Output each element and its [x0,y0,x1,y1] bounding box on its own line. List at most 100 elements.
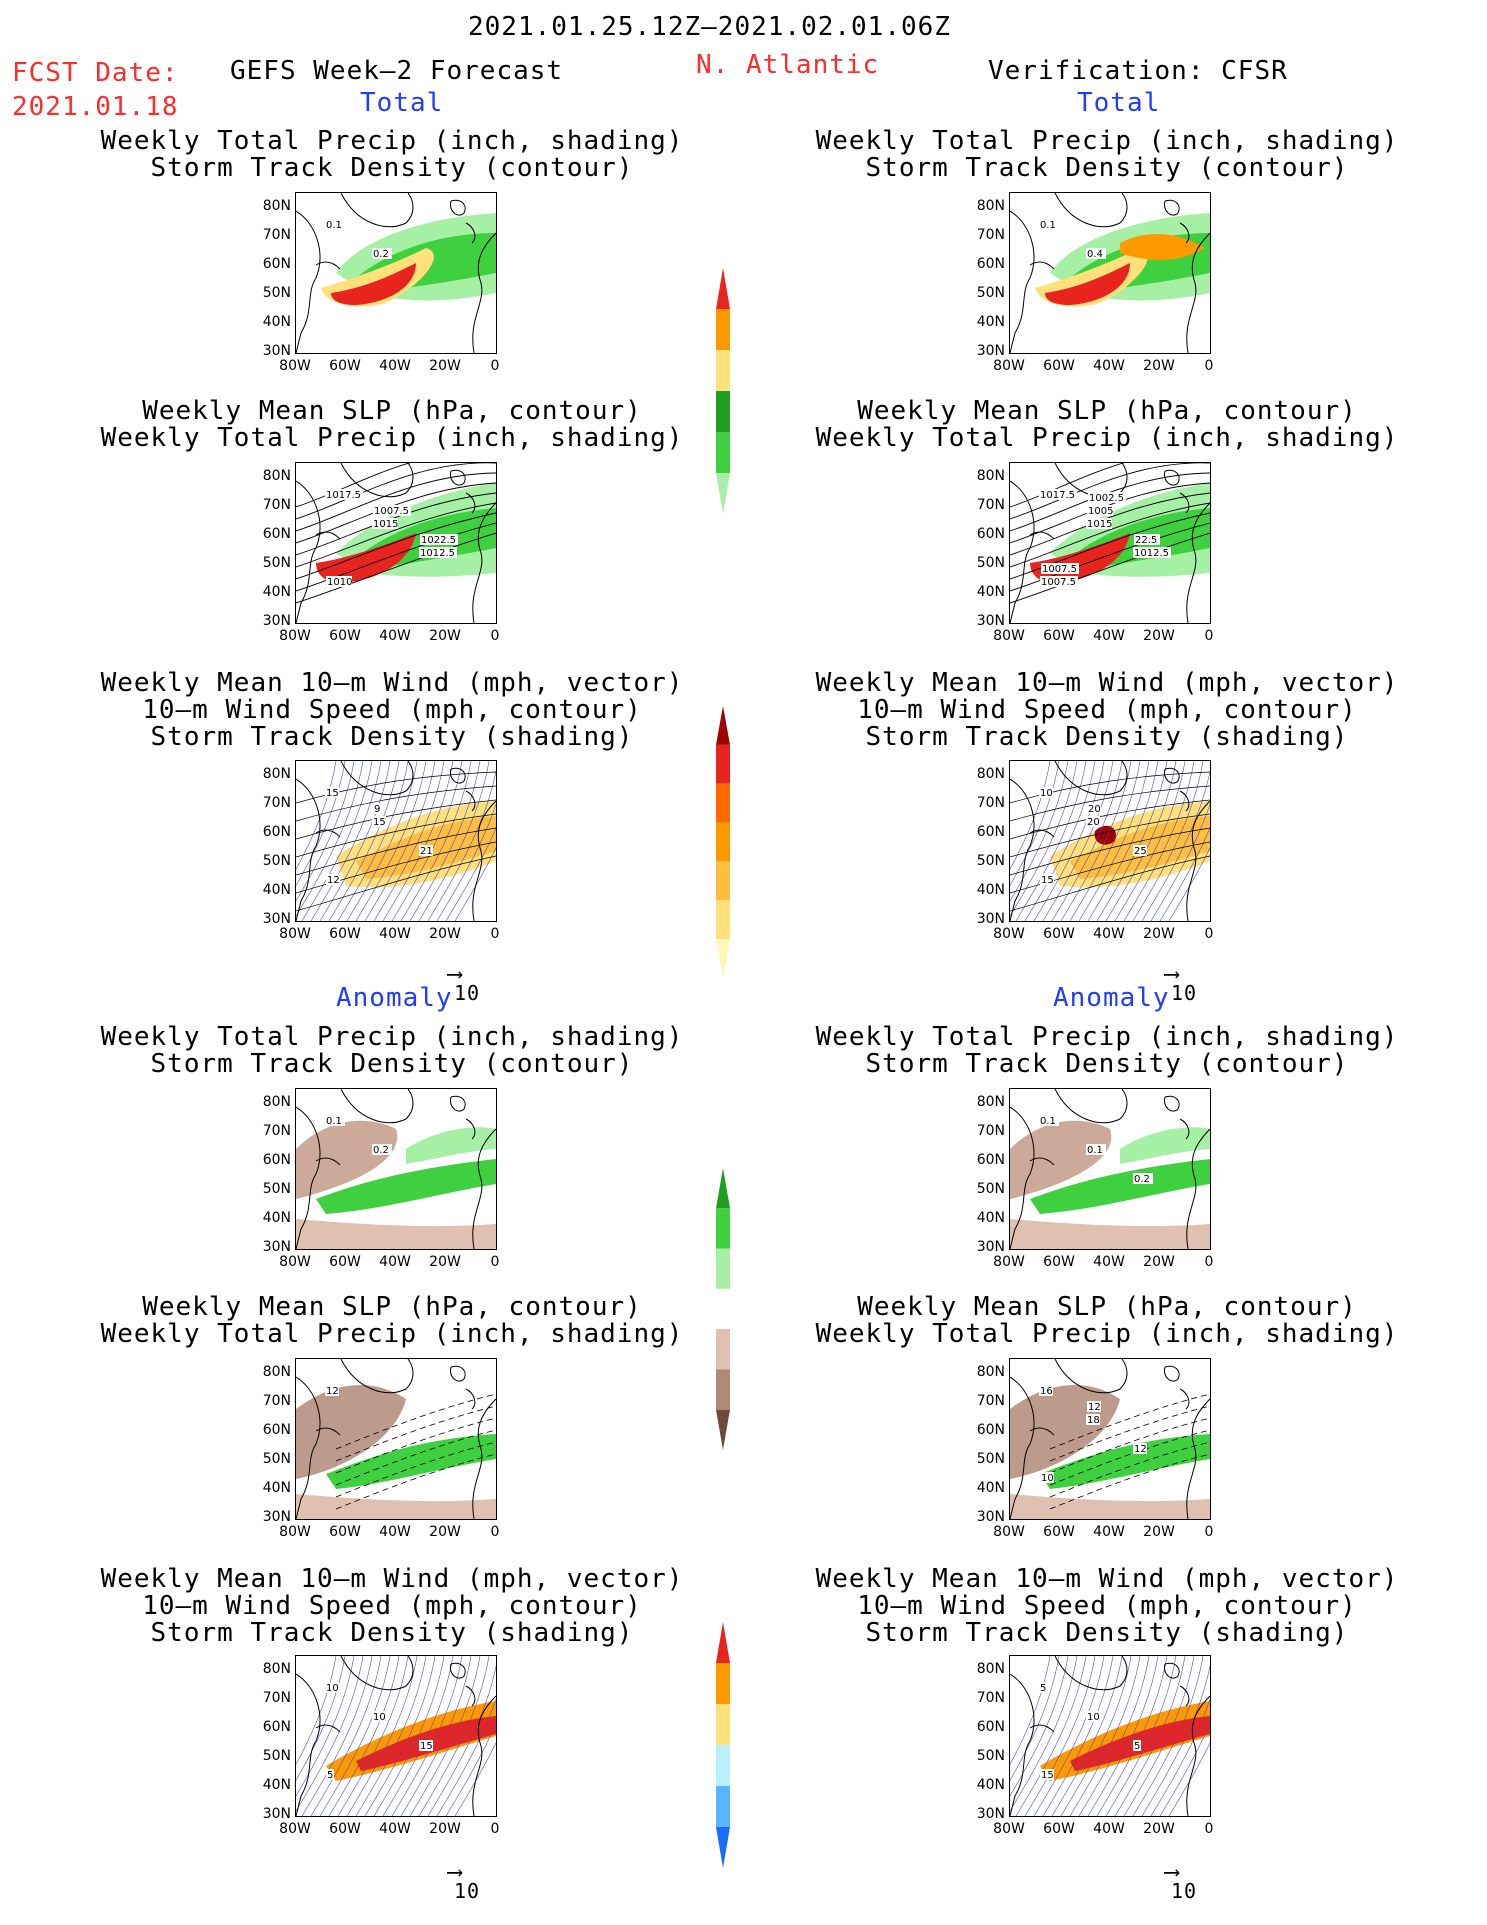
lon-tick-label: 0 [490,1821,500,1837]
contour-line [1049,1429,1210,1486]
colorbar-swatch [716,1168,730,1209]
contour-label-bg [326,576,352,587]
contour-line [1051,761,1123,921]
contour-label: 5 [1134,1741,1140,1752]
contour-label-bg [1133,845,1147,856]
contour-line [1069,761,1141,921]
panel-title-line: Weekly Total Precip (inch, shading) [815,1022,1399,1052]
contour-label: 10 [1087,1712,1100,1723]
contour-label: 12 [1088,1402,1101,1413]
contour-line [296,1106,321,1249]
lat-tick-label: 30N [262,343,291,359]
contour-line [301,761,373,921]
map-plot: 0.1 0.2 [296,193,496,353]
contour-line [373,1656,445,1816]
shading-region [296,1385,406,1479]
contour-label-bg [1086,1711,1100,1722]
contour-line [472,1128,496,1249]
contour-line [1010,761,1051,870]
contour-line [296,502,496,568]
contour-label: 18 [1087,1415,1100,1426]
lat-tick-label: 70N [976,1690,1005,1706]
panel-title-line: Weekly Mean SLP (hPa, contour) [857,1292,1357,1322]
contour-label-bg [373,803,381,814]
shading-region [296,1120,398,1199]
shading-region [296,1494,496,1519]
lat-tick-label: 80N [262,1094,291,1110]
lat-tick-label: 80N [262,1364,291,1380]
lat-tick-label: 40N [976,1210,1005,1226]
lon-tick-label: 40W [1093,358,1125,374]
lat-tick-label: 50N [262,1181,291,1197]
left-column-title: GEFS Week–2 Forecast [230,56,564,86]
shading-region [1040,1434,1210,1489]
map-panel: 10 10 15 5 [295,1655,497,1817]
lat-tick-label: 70N [262,1393,291,1409]
contour-label: 15 [1041,1770,1054,1781]
contour-line [1010,841,1210,894]
colorbar-swatch [716,268,730,309]
contour-label-bg [1086,1144,1106,1155]
contour-label: 25 [1134,846,1147,857]
contour-line [335,1453,496,1510]
lon-tick-label: 20W [1143,1254,1175,1270]
contour-line [1010,761,1078,917]
contour-line [472,1695,496,1816]
panel-title-line: Storm Track Density (contour) [150,1049,634,1079]
contour-label: 1017.5 [326,490,361,501]
vector-scale-arrow: ⟶ [448,962,462,987]
shading-region [316,1159,496,1214]
contour-line [449,1365,466,1382]
contour-label: 20 [1088,804,1101,815]
contour-line [1186,1398,1210,1519]
right-anomaly-label: Anomaly [1053,983,1170,1013]
shading-region [316,533,416,583]
contour-line [1179,1388,1190,1410]
panel-title-line: Storm Track Density (shading) [865,1618,1349,1648]
fcst-date-value: 2021.01.18 [12,92,179,122]
contour-label: 10 [1041,1473,1054,1484]
map-panel: 5 10 5 15 [1009,1655,1211,1817]
contour-line [1049,1405,1210,1462]
colorbar-swatch [716,1663,730,1704]
contour-label: 9 [374,804,380,815]
lon-tick-label: 20W [1143,358,1175,374]
contour-label: 22.5 [1135,535,1157,546]
lat-tick-label: 60N [976,526,1005,542]
lat-tick-label: 60N [262,526,291,542]
lat-tick-label: 70N [976,1393,1005,1409]
contour-label-bg [420,534,458,545]
panel-title-line: Weekly Mean 10–m Wind (mph, vector) [100,1564,684,1594]
contour-label-bg [1039,1682,1047,1693]
contour-line [337,761,409,921]
contour-label-bg [1039,787,1053,798]
contour-line [465,492,476,514]
contour-line [335,1417,496,1474]
contour-line [315,829,341,838]
panel-title: Weekly Mean SLP (hPa, contour) Weekly Tot… [807,398,1407,452]
lon-tick-label: 60W [329,1254,361,1270]
lon-tick-label: 40W [379,1821,411,1837]
map-plot: 1017.5 1015 1012.5 1010 1007.5 1022.5 [296,463,496,623]
lon-tick-label: 40W [1093,1821,1125,1837]
lat-tick-label: 50N [262,1451,291,1467]
contour-line [373,761,445,921]
contour-line [409,761,481,921]
contour-line [449,1662,466,1679]
contour-line [319,1656,391,1816]
lon-tick-label: 40W [379,358,411,374]
contour-line [1186,1695,1210,1816]
contour-label-bg [326,874,340,885]
panel-title-line: Weekly Mean 10–m Wind (mph, vector) [815,1564,1399,1594]
colorbar-swatch [716,1786,730,1827]
lon-tick-label: 60W [329,628,361,644]
contour-line [340,1359,414,1394]
left-anomaly-label: Anomaly [336,983,453,1013]
colorbar-swatch [716,350,730,391]
lon-tick-label: 0 [490,926,500,942]
contour-line [418,1656,490,1816]
colorbar-swatch [716,861,730,901]
contour-line [465,1118,476,1140]
contour-line [454,847,496,921]
lat-tick-label: 80N [262,198,291,214]
